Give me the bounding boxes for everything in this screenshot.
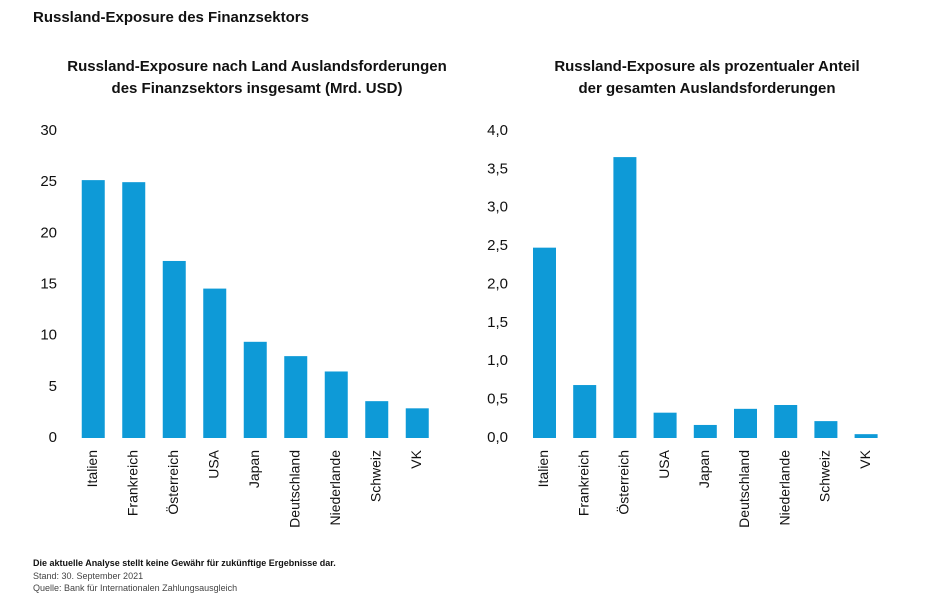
x-tick-label: Österreich (164, 450, 181, 515)
y-tick-label: 25 (40, 173, 57, 190)
y-tick-label: 3,0 (487, 199, 508, 216)
y-tick-label: 5 (49, 378, 57, 395)
disclaimer: Die aktuelle Analyse stellt keine Gewähr… (33, 558, 336, 568)
y-tick-label: 0,5 (487, 391, 508, 408)
date-note: Stand: 30. September 2021 (33, 571, 143, 581)
x-tick-label: VK (857, 449, 873, 468)
page-header: Russland-Exposure des Finanzsektors (33, 9, 309, 26)
y-tick-label: 10 (40, 327, 57, 344)
bar (81, 180, 105, 438)
bar (162, 260, 186, 438)
x-tick-label: Österreich (615, 450, 632, 515)
bar (533, 247, 556, 438)
bar (122, 182, 146, 438)
y-tick-label: 20 (40, 224, 57, 241)
bar (653, 412, 677, 438)
chart-title: der gesamten Auslandsforderungen (579, 80, 836, 97)
y-tick-label: 1,5 (487, 314, 508, 331)
x-tick-label: Niederlande (327, 450, 343, 526)
x-tick-label: Schweiz (367, 450, 383, 502)
x-tick-label: Japan (696, 450, 712, 488)
bar (613, 157, 637, 438)
x-tick-label: Frankreich (124, 450, 140, 516)
y-tick-label: 2,5 (487, 237, 508, 254)
x-tick-label: Deutschland (286, 450, 302, 528)
x-tick-label: Japan (246, 450, 262, 488)
bar (693, 424, 717, 438)
bar (284, 356, 308, 438)
bar (203, 288, 227, 438)
x-tick-label: Deutschland (736, 450, 752, 528)
bar (324, 371, 348, 438)
x-tick-label: USA (656, 449, 672, 478)
source-note: Quelle: Bank für Internationalen Zahlung… (33, 583, 237, 593)
x-tick-label: Schweiz (817, 450, 833, 502)
x-tick-label: Frankreich (575, 450, 591, 516)
chart-title: Russland-Exposure nach Land Auslandsford… (67, 58, 447, 75)
x-tick-label: VK (408, 449, 424, 468)
bar (734, 408, 757, 438)
bar (405, 408, 429, 438)
chart-title: Russland-Exposure als prozentualer Antei… (554, 58, 859, 75)
bar (814, 421, 838, 438)
x-tick-label: Italien (535, 450, 551, 487)
y-tick-label: 15 (40, 275, 57, 292)
y-tick-label: 0 (49, 429, 57, 446)
y-tick-label: 30 (40, 122, 57, 139)
x-tick-label: USA (205, 449, 221, 478)
x-tick-label: Italien (84, 450, 100, 487)
bar (774, 404, 798, 438)
bar (573, 385, 597, 438)
y-tick-label: 2,0 (487, 275, 508, 292)
x-tick-label: Niederlande (776, 450, 792, 526)
y-tick-label: 1,0 (487, 352, 508, 369)
bar (243, 341, 267, 438)
y-tick-label: 0,0 (487, 429, 508, 446)
bar (854, 434, 878, 438)
bar (365, 401, 389, 438)
y-tick-label: 3,5 (487, 160, 508, 177)
chart-title: des Finanzsektors insgesamt (Mrd. USD) (112, 80, 403, 97)
y-tick-label: 4,0 (487, 122, 508, 139)
